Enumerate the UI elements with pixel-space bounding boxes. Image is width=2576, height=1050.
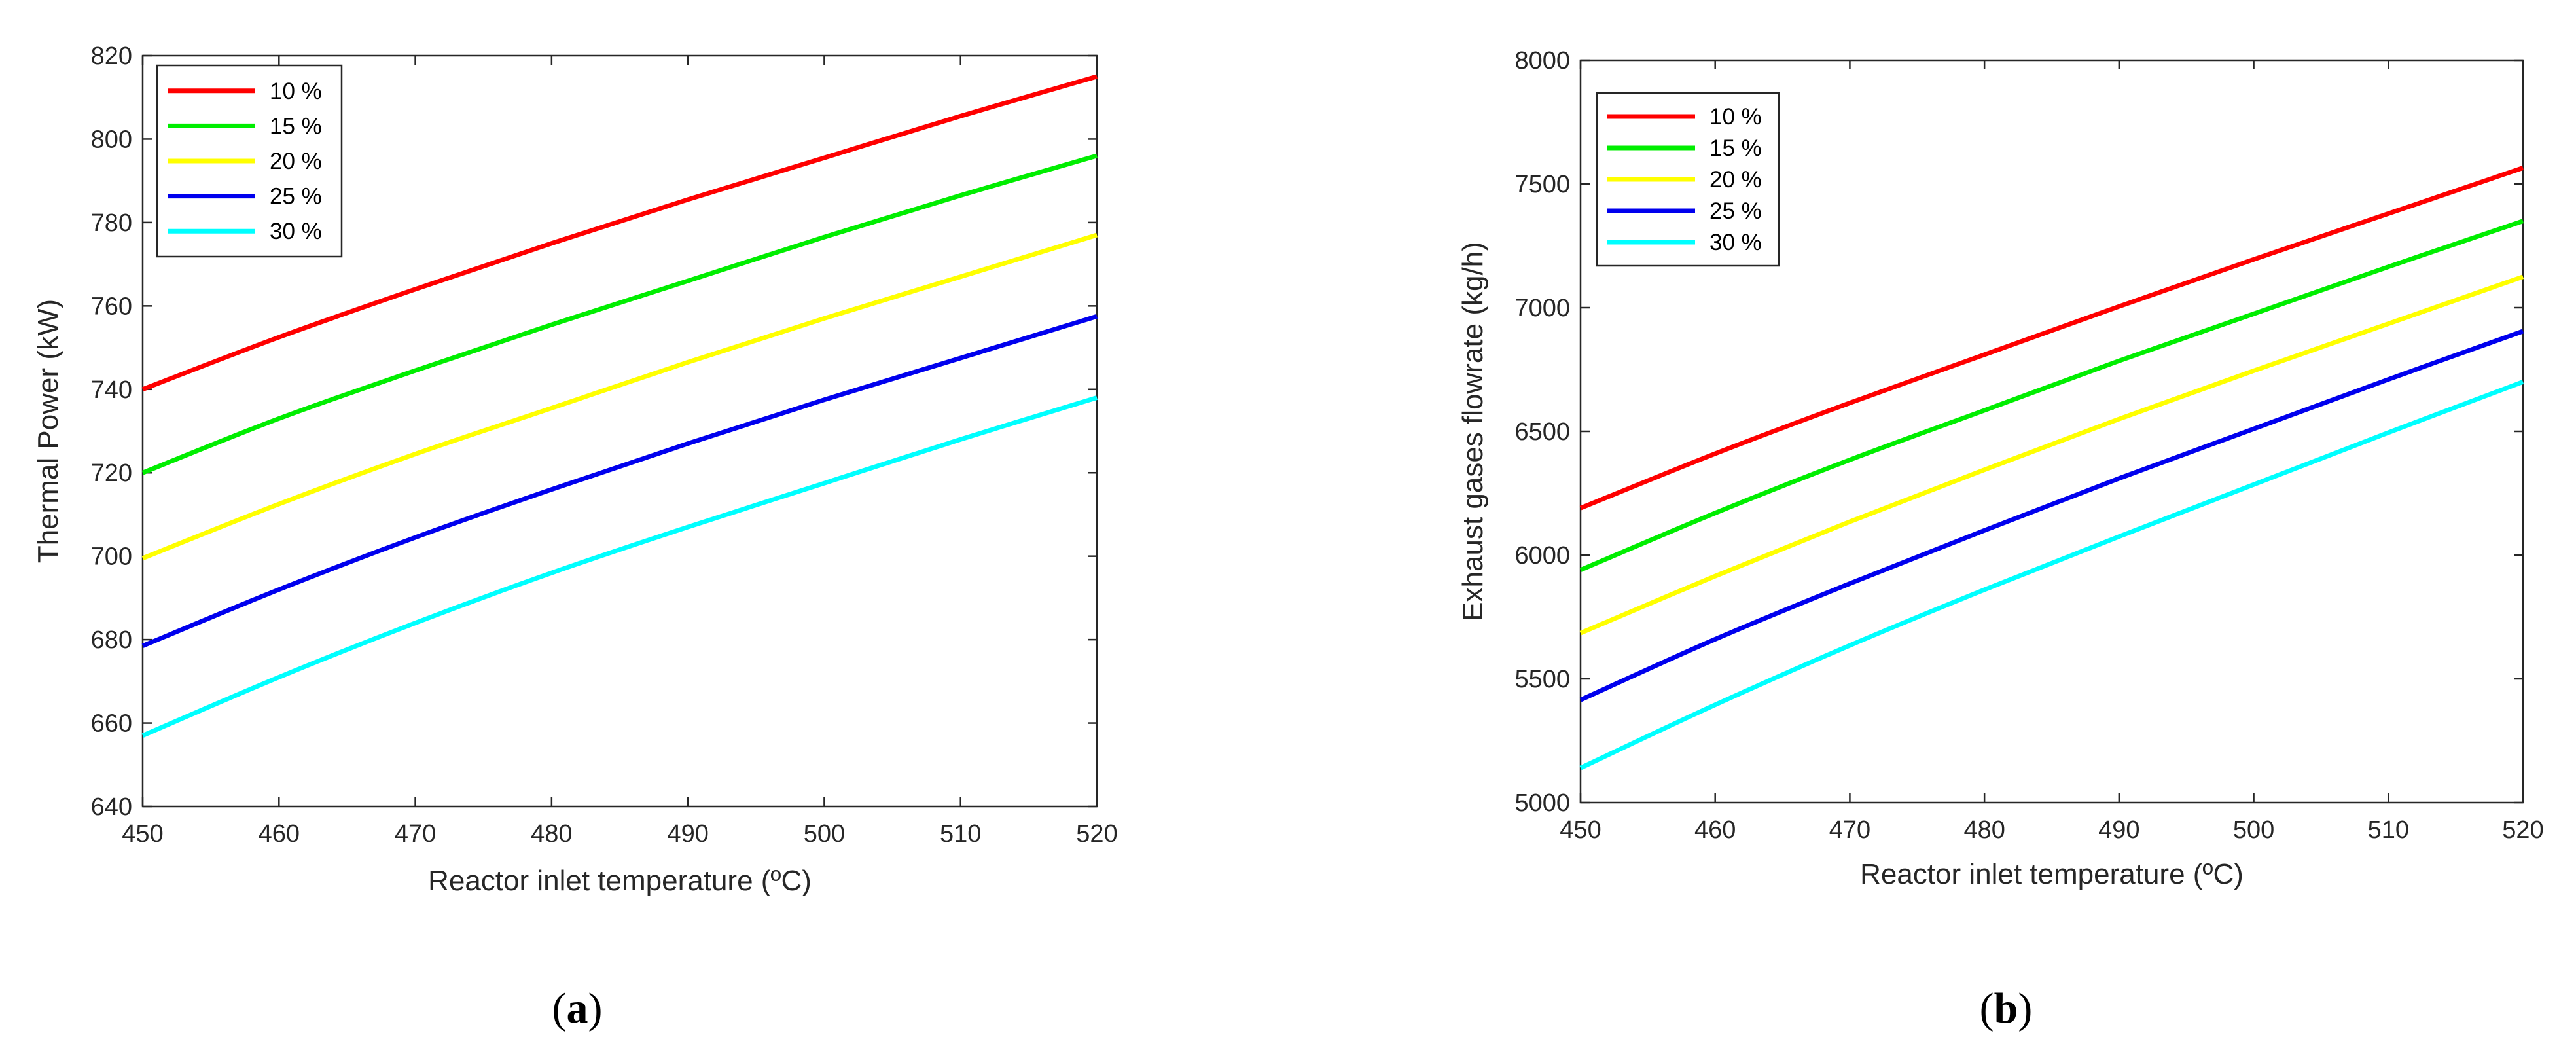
- panel-b-y-tick-label: 8000: [1514, 47, 1570, 75]
- panel-b-y-tick-label: 5500: [1514, 666, 1570, 693]
- panel-a-legend-label: 25 %: [270, 184, 322, 209]
- panel-b-x-tick-label: 490: [2098, 816, 2139, 844]
- panel-a-y-tick-label: 700: [91, 543, 132, 571]
- panel-a-x-tick-label: 510: [940, 820, 981, 848]
- panel-b-x-tick-label: 460: [1694, 816, 1736, 844]
- panel-a-y-tick-label: 740: [91, 376, 132, 404]
- panel-a-x-tick-label: 470: [395, 820, 436, 848]
- panel-b-series-line-10pct: [1579, 166, 2524, 511]
- panel-a-y-tick-label: 820: [91, 43, 132, 70]
- panel-b-caption: (b): [1980, 985, 2033, 1032]
- panel-a-x-tick-label: 480: [531, 820, 572, 848]
- panel-a-y-axis-label: Thermal Power (kW): [32, 299, 64, 563]
- panel-a-caption: (a): [552, 985, 603, 1032]
- panel-a-series-line-10pct: [141, 74, 1098, 392]
- panel-a-y-tick-label: 640: [91, 793, 132, 821]
- panel-b-y-axis-label: Exhaust gases flowrate (kg/h): [1457, 242, 1489, 621]
- panel-b-x-tick-label: 450: [1560, 816, 1601, 844]
- panel-a-series-line-25pct: [141, 314, 1098, 648]
- panel-a-thermal-power-chart: 450 460 470 480 490 500 510 520 640 660 680 700 720 7…: [32, 43, 1118, 1032]
- panel-b-legend-label: 25 %: [1709, 198, 1762, 224]
- panel-a-series-line-20pct: [141, 232, 1098, 561]
- panel-b-x-tick-label: 470: [1829, 816, 1870, 844]
- panel-a-x-tick-label: 460: [259, 820, 300, 848]
- panel-b-y-tick-label: 6500: [1514, 418, 1570, 446]
- panel-a-series-line-15pct: [141, 153, 1098, 475]
- panel-a-y-tick-label: 680: [91, 626, 132, 654]
- panel-a-y-tick-label: 780: [91, 209, 132, 237]
- panel-b-series-line-30pct: [1579, 380, 2524, 770]
- panel-b-legend-label: 30 %: [1709, 230, 1762, 255]
- panel-b-legend-label: 20 %: [1709, 167, 1762, 192]
- panel-b-series-line-15pct: [1579, 219, 2524, 572]
- panel-a-y-tick-label: 660: [91, 710, 132, 738]
- panel-b-y-tick-label: 7500: [1514, 171, 1570, 198]
- panel-b-legend-label: 10 %: [1709, 104, 1762, 130]
- panel-b-x-tick-label: 510: [2368, 816, 2409, 844]
- panel-b-x-axis-label: Reactor inlet temperature (ºC): [1860, 858, 2244, 890]
- panel-a-y-tick-label: 760: [91, 293, 132, 320]
- panel-a-x-tick-label: 450: [122, 820, 163, 848]
- panel-a-legend-label: 15 %: [270, 113, 322, 139]
- panel-a-x-axis-label: Reactor inlet temperature (ºC): [428, 865, 812, 897]
- panel-a-legend-label: 20 %: [270, 149, 322, 174]
- panel-a-x-tick-label: 520: [1076, 820, 1117, 848]
- panel-b-series-line-20pct: [1579, 274, 2524, 636]
- panel-a-legend-label: 10 %: [270, 79, 322, 104]
- panel-b-exhaust-flowrate-chart: 450 460 470 480 490 500 510 520 5000 5500 6000 6500…: [1457, 47, 2544, 1032]
- panel-a-legend-label: 30 %: [270, 219, 322, 244]
- panel-a-y-tick-label: 800: [91, 126, 132, 153]
- panel-a-x-tick-label: 500: [804, 820, 845, 848]
- panel-b-x-tick-label: 520: [2502, 816, 2543, 844]
- panel-a-axes-box: [141, 54, 1098, 808]
- panel-b-x-tick-label: 500: [2233, 816, 2274, 844]
- panel-a-series-line-30pct: [141, 395, 1098, 738]
- panel-a-y-tick-label: 720: [91, 460, 132, 487]
- panel-a-x-tick-label: 490: [667, 820, 708, 848]
- panel-b-legend-label: 15 %: [1709, 136, 1762, 161]
- panel-b-y-tick-label: 5000: [1514, 789, 1570, 817]
- panel-b-x-tick-label: 480: [1963, 816, 2005, 844]
- panel-b-y-tick-label: 6000: [1514, 542, 1570, 570]
- panel-b-series-line-25pct: [1579, 329, 2524, 702]
- panel-b-y-tick-label: 7000: [1514, 295, 1570, 322]
